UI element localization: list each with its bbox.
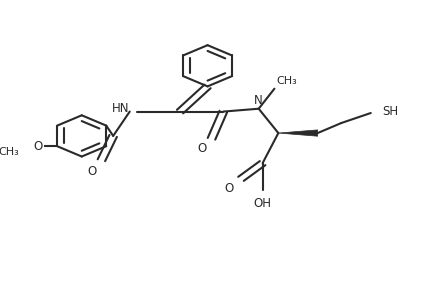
Text: N: N <box>254 94 262 107</box>
Text: HN: HN <box>111 102 129 115</box>
Text: O: O <box>87 165 96 178</box>
Text: CH₃: CH₃ <box>276 76 297 86</box>
Text: O: O <box>33 140 42 153</box>
Text: OH: OH <box>253 197 271 210</box>
Text: O: O <box>224 182 233 195</box>
Text: SH: SH <box>381 105 398 118</box>
Polygon shape <box>278 130 317 136</box>
Text: O: O <box>197 142 206 155</box>
Text: CH₃: CH₃ <box>0 147 19 157</box>
